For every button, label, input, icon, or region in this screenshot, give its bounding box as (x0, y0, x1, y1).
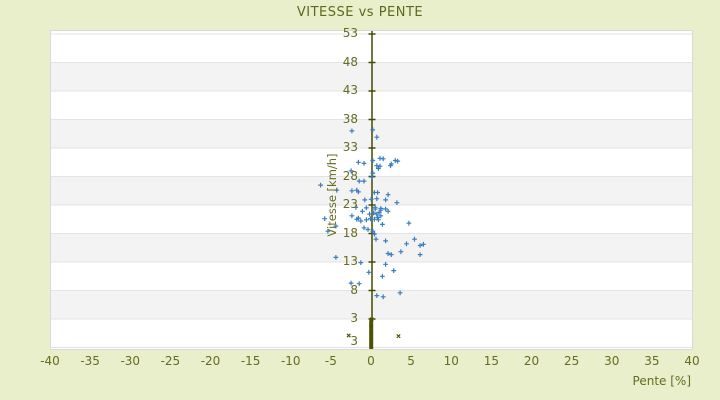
y-tick-label: 38 (342, 111, 358, 126)
x-tick-label: -5 (324, 354, 337, 368)
y-tick-label: 28 (342, 168, 358, 183)
x-tick-label: -40 (40, 354, 60, 368)
y-tick-label: 13 (342, 254, 358, 268)
x-tick-label: 10 (443, 354, 459, 368)
x-tick-label: 40 (684, 354, 700, 368)
y-tick-label: 3 (350, 334, 358, 349)
y-tick-label: 48 (342, 54, 358, 69)
y-tick-label: 3 (350, 311, 358, 325)
y-tick-label: 18 (342, 225, 358, 240)
x-tick-label: -15 (240, 354, 261, 368)
x-tick-label: -25 (160, 354, 181, 368)
chart-title: VITESSE vs PENTE (296, 5, 424, 20)
x-tick-label: -35 (80, 354, 100, 368)
x-tick-label: -30 (120, 354, 141, 368)
x-axis-title: Pente [%] (632, 374, 691, 388)
x-tick-label: 30 (604, 354, 620, 368)
x-tick-label: 0 (367, 354, 375, 368)
y-tick-label: 8 (350, 282, 358, 297)
x-tick-label: 35 (644, 354, 660, 368)
plot-area (50, 30, 693, 350)
y-tick-label: 43 (342, 83, 358, 97)
x-tick-label: 25 (563, 354, 580, 368)
series-zero-speed-cluster (346, 317, 401, 349)
x-tick-label: 20 (523, 354, 540, 368)
y-tick-label: 23 (342, 197, 358, 211)
x-tick-label: 15 (483, 354, 500, 368)
x-tick-label: 5 (407, 354, 415, 368)
series-vitesse-vs-pente-points (318, 127, 426, 300)
y-tick-label: 33 (342, 140, 358, 154)
y-tick-label: 53 (342, 26, 358, 40)
x-tick-label: -10 (280, 354, 301, 368)
x-tick-label: -20 (200, 354, 221, 368)
plot-canvas (51, 31, 692, 349)
